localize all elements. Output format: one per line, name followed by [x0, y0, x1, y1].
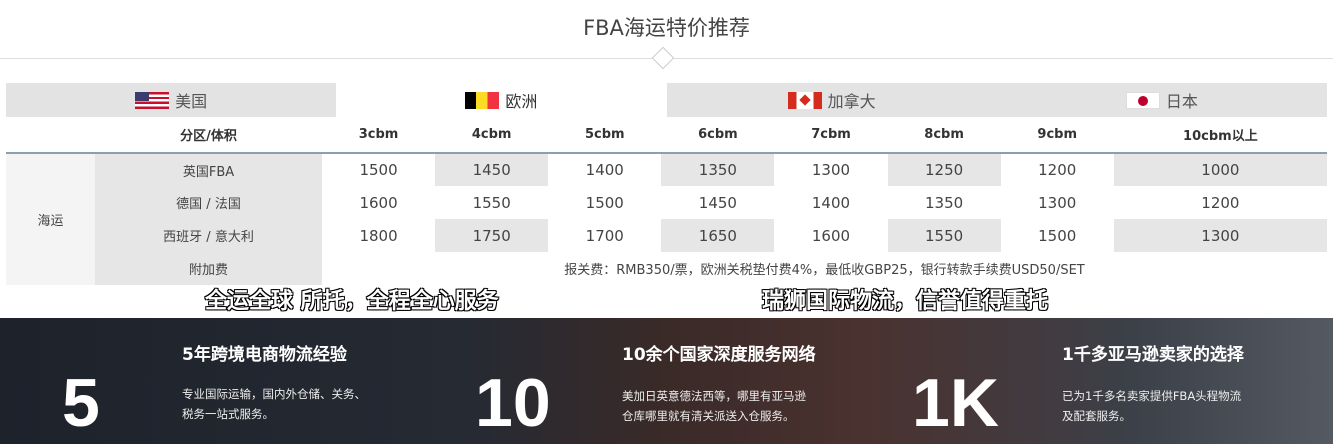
- price-cell: 1300: [1038, 193, 1077, 212]
- fee-label: 附加费: [95, 252, 322, 285]
- table-row: 西班牙 / 意大利 1800 1750 1700 1650 1600 1550 1500 130…: [6, 219, 1327, 252]
- region-tabs: 美国 欧洲 加拿大 日本: [6, 83, 1327, 117]
- tab-label: 日本: [1165, 92, 1198, 111]
- price-cell: 1400: [811, 193, 851, 212]
- tab-usa[interactable]: 美国: [6, 83, 337, 117]
- column-header: 分区/体积: [95, 117, 322, 154]
- column-header: 9cbm: [1000, 117, 1114, 154]
- price-cell: 1300: [811, 161, 851, 179]
- price-cell: 1000: [1113, 153, 1327, 186]
- price-cell: 1450: [435, 153, 549, 186]
- price-cell: 1550: [887, 219, 1001, 252]
- price-cell: 1550: [472, 193, 511, 212]
- canada-flag-icon: [787, 91, 822, 109]
- slogan-left: 全运全球 所托，全程全心服务: [205, 289, 500, 315]
- price-table: 分区/体积 3cbm 4cbm 5cbm 6cbm 7cbm 8cbm 9cbm 10cbm以上…: [6, 117, 1327, 285]
- price-cell: 1600: [811, 226, 851, 245]
- stat-desc: 美加日英意德法西等，哪里有亚马逊仓库哪里就有清关派送入仓服务。: [622, 389, 806, 423]
- stat-heading: 10余个国家深度服务网络: [622, 345, 816, 365]
- price-cell: 1200: [1201, 193, 1240, 212]
- tab-europe[interactable]: 欧洲: [336, 83, 667, 117]
- price-cell: 1500: [359, 161, 398, 179]
- row-label: 英国FBA: [95, 153, 322, 186]
- diamond-ornament-icon: [651, 46, 675, 70]
- tab-label: 加拿大: [827, 92, 876, 111]
- header-row: 分区/体积 3cbm 4cbm 5cbm 6cbm 7cbm 8cbm 9cbm 10cbm以上: [6, 117, 1327, 154]
- table-row: 海运 英国FBA 1500 1450 1400 1350 1300 1250 1200 1000: [6, 153, 1327, 285]
- stat-heading: 5年跨境电商物流经验: [182, 345, 347, 365]
- stat-desc: 已为1千多名卖家提供FBA头程物流及配套服务。: [1062, 389, 1242, 423]
- table-row: 德国 / 法国 1600 1550 1500 1450 1400 1350 1300 1200: [6, 186, 1327, 219]
- section-title: FBA海运特价推荐: [583, 16, 750, 40]
- price-cell: 1450: [698, 193, 737, 212]
- stat-number: 1K: [912, 365, 999, 441]
- column-header: 4cbm: [435, 117, 549, 154]
- us-flag-icon: [135, 91, 170, 109]
- column-header: 5cbm: [548, 117, 662, 154]
- column-header: 7cbm: [774, 117, 888, 154]
- price-cell: 1600: [359, 193, 398, 212]
- fee-text: 报关费：RMB350/票，欧洲关税垫付费4%，最低收GBP25，银行转款手续费U…: [564, 263, 1085, 278]
- price-cell: 1350: [925, 193, 964, 212]
- column-header: 10cbm以上: [1113, 117, 1327, 154]
- price-cell: 1300: [1113, 219, 1327, 252]
- column-header: 3cbm: [322, 117, 436, 154]
- tab-label: 美国: [175, 92, 208, 111]
- price-cell: 1350: [661, 153, 775, 186]
- stat-heading: 1千多亚马逊卖家的选择: [1062, 345, 1244, 365]
- stat-number: 5: [62, 365, 100, 441]
- price-cell: 1400: [585, 161, 624, 179]
- column-header: 8cbm: [887, 117, 1001, 154]
- price-cell: 1250: [887, 153, 1001, 186]
- tab-japan[interactable]: 日本: [996, 83, 1327, 117]
- column-header: 6cbm: [661, 117, 775, 154]
- price-cell: 1650: [661, 219, 775, 252]
- belgium-flag-icon: [465, 91, 500, 109]
- price-cell: 1500: [585, 193, 624, 212]
- group-label: 海运: [6, 153, 95, 285]
- price-cell: 1500: [1038, 226, 1077, 245]
- japan-flag-icon: [1125, 91, 1160, 109]
- header-blank: [6, 117, 95, 154]
- price-cell: 1750: [435, 219, 549, 252]
- fee-row: 附加费 报关费：RMB350/票，欧洲关税垫付费4%，最低收GBP25，银行转款手…: [6, 252, 1327, 285]
- stat-number: 10: [475, 365, 551, 441]
- tab-label: 欧洲: [505, 92, 538, 111]
- slogan-right: 瑞狮国际物流，信誉值得重托: [761, 289, 1049, 315]
- price-cell: 1800: [359, 226, 398, 245]
- row-label: 西班牙 / 意大利: [95, 219, 322, 252]
- price-cell: 1200: [1038, 161, 1077, 179]
- tab-canada[interactable]: 加拿大: [666, 83, 997, 117]
- row-label: 德国 / 法国: [95, 186, 322, 219]
- price-cell: 1700: [585, 226, 624, 245]
- stats-banner: 5 5年跨境电商物流经验 专业国际运输，国内外仓储、关务、税务一站式服务。 10…: [0, 318, 1333, 444]
- stat-desc: 专业国际运输，国内外仓储、关务、税务一站式服务。: [182, 387, 366, 421]
